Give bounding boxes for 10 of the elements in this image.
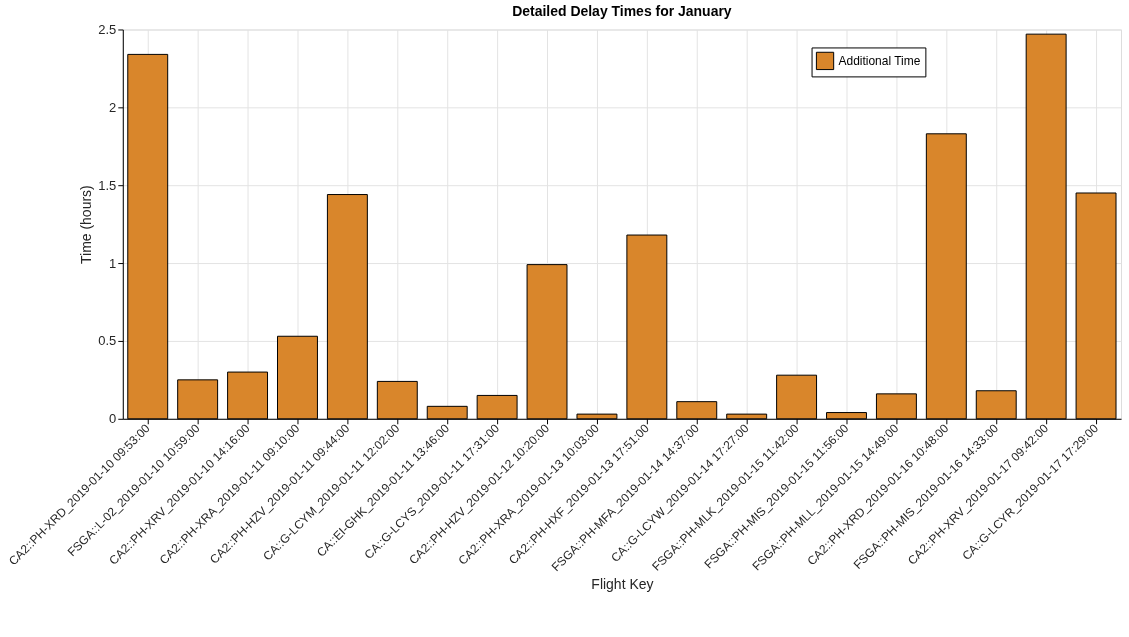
y-axis-title: Time (hours) — [78, 185, 95, 264]
y-tick-label: 0 — [109, 411, 117, 427]
legend-label: Additional Time — [838, 53, 921, 68]
y-tick-label: 1.5 — [98, 177, 117, 193]
y-tick-label: 0.5 — [98, 333, 117, 349]
y-tick-label: 2 — [109, 99, 117, 115]
chart-title: Detailed Delay Times for January — [512, 3, 732, 20]
x-axis-title: Flight Key — [591, 575, 654, 592]
y-tick-label: 2.5 — [98, 21, 117, 37]
y-tick-label: 1 — [109, 255, 117, 271]
